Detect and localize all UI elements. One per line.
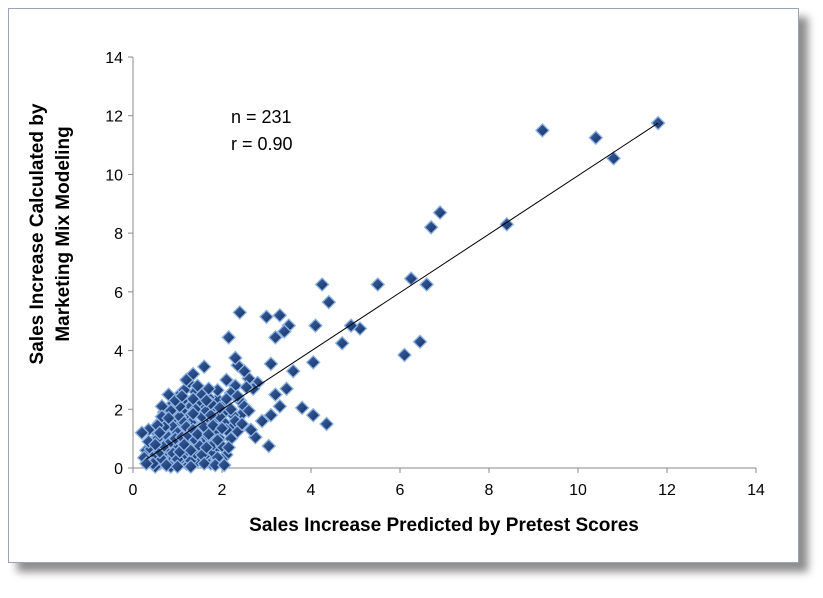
data-point [606,150,622,166]
axes [132,57,756,469]
data-point [219,372,234,388]
data-point [210,432,225,448]
y-tick-label: 0 [114,461,123,478]
x-tick-label: 0 [129,482,138,499]
data-points [134,115,666,474]
data-point [178,372,194,388]
data-point [314,277,330,292]
y-axis-title-line-2: Marketing Mix Modeling [53,126,74,341]
y-tick-label: 12 [105,109,123,126]
data-point [423,219,439,235]
data-point [199,440,214,455]
data-point [263,407,279,423]
data-point [279,381,294,397]
data-point [185,406,201,422]
data-point [147,437,163,452]
data-point [588,130,604,146]
x-tick-label: 12 [658,482,676,499]
data-point [419,277,435,292]
data-point [319,416,334,432]
x-tick-label: 10 [569,482,587,499]
y-tick-label: 4 [114,344,123,361]
data-point [216,457,232,473]
data-point [261,438,277,454]
data-point [185,391,201,407]
scatter-chart: 0 2 4 6 8 10 12 14 0 2 4 6 8 10 12 14 n = 231 r = 0.90… [27,50,765,536]
data-point [158,457,174,473]
data-point [227,350,243,366]
data-point [201,381,217,397]
x-tick-label: 14 [747,482,765,499]
data-point [334,335,350,351]
x-tick-label: 4 [307,482,316,499]
data-point [272,307,288,323]
chart-frame: 0 2 4 6 8 10 12 14 0 2 4 6 8 10 12 14 n = 231 r = 0.90… [8,8,799,563]
data-point [221,440,237,455]
data-point [199,393,214,408]
data-point [259,309,274,325]
y-tick-label: 8 [114,226,123,243]
data-point [276,324,292,339]
data-point [308,318,323,334]
data-point [221,329,237,345]
data-point [196,359,212,375]
data-point [403,271,419,287]
annotation-r: r = 0.90 [231,134,293,154]
data-point [397,347,412,363]
data-point [214,420,230,436]
data-point [190,426,205,442]
y-tick-label: 10 [105,167,123,184]
data-point [321,294,337,310]
data-point [305,354,321,370]
x-axis-title: Sales Increase Predicted by Pretest Scor… [249,515,639,536]
data-point [370,277,386,292]
data-point [152,425,168,441]
data-point [219,391,234,407]
y-tick-label: 14 [105,50,123,67]
x-tick-labels: 0 2 4 6 8 10 12 14 [129,482,765,499]
x-tick-label: 8 [485,482,494,499]
data-point [134,425,150,441]
data-point [263,356,279,372]
data-point [499,216,515,232]
data-point [183,459,199,474]
data-point [241,403,257,419]
data-point [267,329,283,345]
data-point [432,205,448,221]
data-point [285,363,301,379]
annotation-n: n = 231 [231,107,292,127]
y-tick-label: 6 [114,285,123,302]
data-point [294,400,310,416]
trend-line [146,122,659,460]
data-point [254,413,270,429]
data-point [230,388,245,404]
data-point [138,456,154,472]
data-point [174,388,190,404]
data-point [161,410,177,426]
data-point [232,304,248,320]
y-tick-labels: 0 2 4 6 8 10 12 14 [105,50,123,478]
y-axis-title-line-1: Sales Increase Calculated by [27,103,48,364]
data-point [234,416,250,432]
data-point [196,456,212,472]
data-point [412,334,428,350]
data-point [534,122,550,138]
data-point [305,407,321,423]
data-point [267,387,283,403]
data-point [272,398,288,414]
data-point [190,378,205,394]
tick-marks [128,56,757,473]
x-tick-label: 2 [218,482,227,499]
data-point [170,459,185,474]
data-point [243,422,259,438]
y-tick-label: 2 [114,402,123,419]
x-tick-label: 6 [396,482,405,499]
